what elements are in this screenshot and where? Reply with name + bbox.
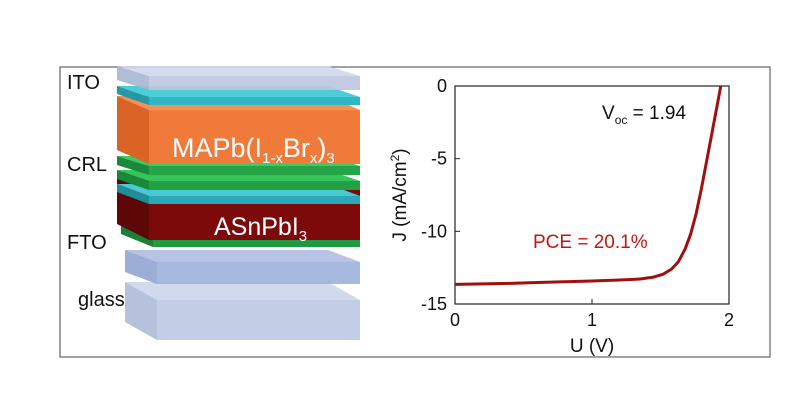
y-tick-label: 0 [437, 76, 447, 96]
fto-layer-side [125, 250, 157, 284]
layer-stack: MAPb(I1-xBrx)3 ASnPbI3 [117, 66, 360, 340]
glass-layer-front [157, 300, 360, 340]
glass-layer-side [125, 282, 157, 340]
asnpbi3-label: ASnPbI3 [214, 213, 307, 245]
green-layer-4-front [153, 238, 360, 247]
glass-label: glass [78, 289, 125, 311]
y-ticks: 0 -5 -10 -15 [421, 76, 460, 314]
voc-annotation: Voc = 1.94 [602, 103, 686, 127]
mapb-label: MAPb(I1-xBrx)3 [172, 133, 335, 167]
mapb-layer-front [149, 110, 360, 164]
x-tick-label: 2 [724, 310, 734, 330]
pce-annotation: PCE = 20.1% [533, 232, 648, 253]
y-tick-label: -10 [421, 221, 447, 241]
y-axis-label: J (mA/cm2) [388, 148, 411, 241]
fto-layer-front [157, 262, 360, 284]
plot-area [454, 85, 730, 305]
x-ticks: 0 1 2 [450, 299, 734, 330]
figure-frame [59, 66, 771, 358]
x-tick-label: 1 [587, 310, 597, 330]
fto-label: FTO [67, 232, 107, 254]
green-layer-2-front [149, 166, 360, 175]
green-layer-3-side [117, 170, 149, 190]
x-axis-label: U (V) [570, 336, 614, 357]
y-tick-label: -5 [431, 149, 447, 169]
cyan-layer-1-side [117, 86, 149, 105]
jv-chart: 0 1 2 0 -5 -10 -15 Voc = 1.94 PCE = 20.1% U (… [388, 76, 734, 357]
ito-label: ITO [67, 72, 100, 94]
cyan-layer-2-front [149, 196, 360, 204]
x-tick-label: 0 [450, 310, 460, 330]
fto-layer-top [125, 250, 360, 262]
ito-layer-side [117, 66, 149, 90]
mapb-layer-side [117, 96, 149, 164]
crl-label: CRL [67, 154, 107, 176]
cyan-layer-2-side [117, 184, 149, 204]
jv-curve [454, 85, 723, 286]
cyan-layer-1-front [149, 97, 360, 105]
green-layer-4-side [121, 225, 153, 247]
ito-layer-front [149, 76, 360, 90]
y-tick-label: -15 [421, 294, 447, 314]
ito-layer-top [117, 66, 360, 76]
green-layer-3-front [149, 181, 360, 190]
green-layer-2-side [117, 156, 149, 175]
glass-layer-top [125, 282, 360, 300]
